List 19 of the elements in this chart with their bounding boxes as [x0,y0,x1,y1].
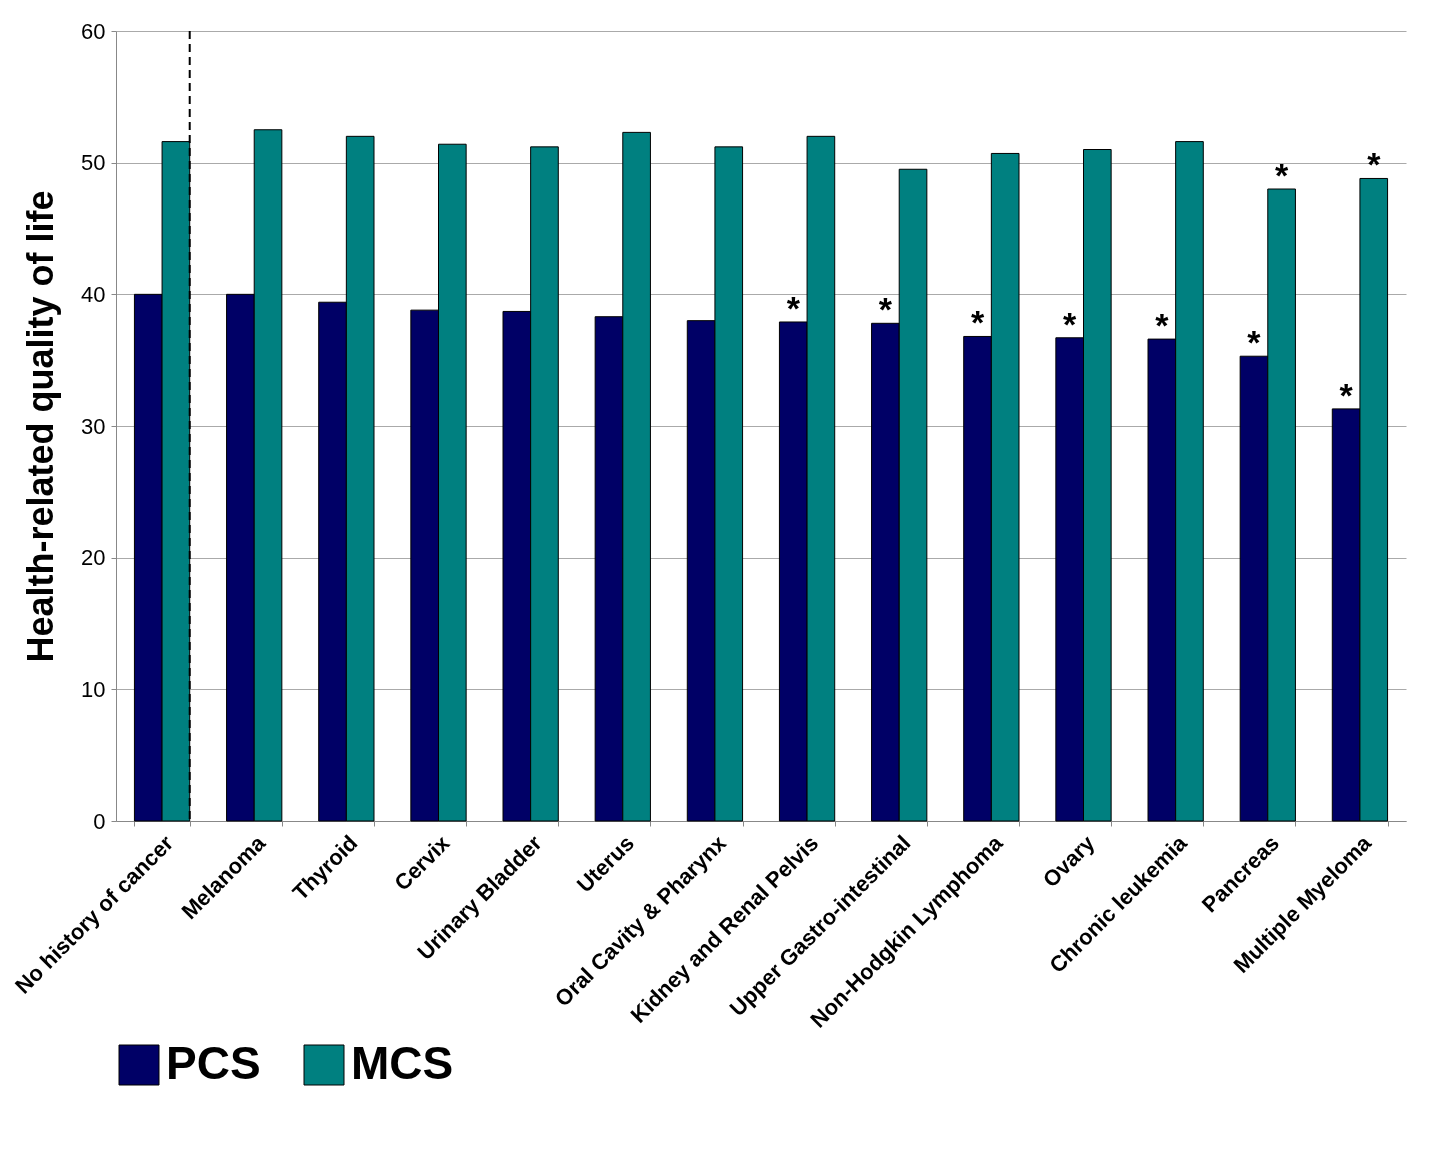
annotation: * [878,290,893,329]
y-axis-title: Health-related quality of life [20,190,62,663]
annotation: * [1274,156,1289,194]
annotation: * [1247,323,1262,362]
y-tick-label: 60 [81,18,106,44]
annotation: * [1063,304,1078,343]
annotation: * [970,303,985,342]
annotation: * [1339,375,1354,414]
y-tick-label: 30 [81,413,106,439]
y-tick-label: 40 [81,281,106,307]
annotation: * [786,288,801,327]
legend-label: PCS [166,1037,261,1089]
y-tick-label: 10 [81,676,106,702]
legend-label: MCS [351,1037,454,1089]
y-tick-label: 20 [81,545,106,571]
annotation: * [1155,306,1170,345]
y-tick-label: 0 [93,808,106,834]
annotation: * [1367,145,1382,184]
y-tick-label: 50 [81,150,106,176]
